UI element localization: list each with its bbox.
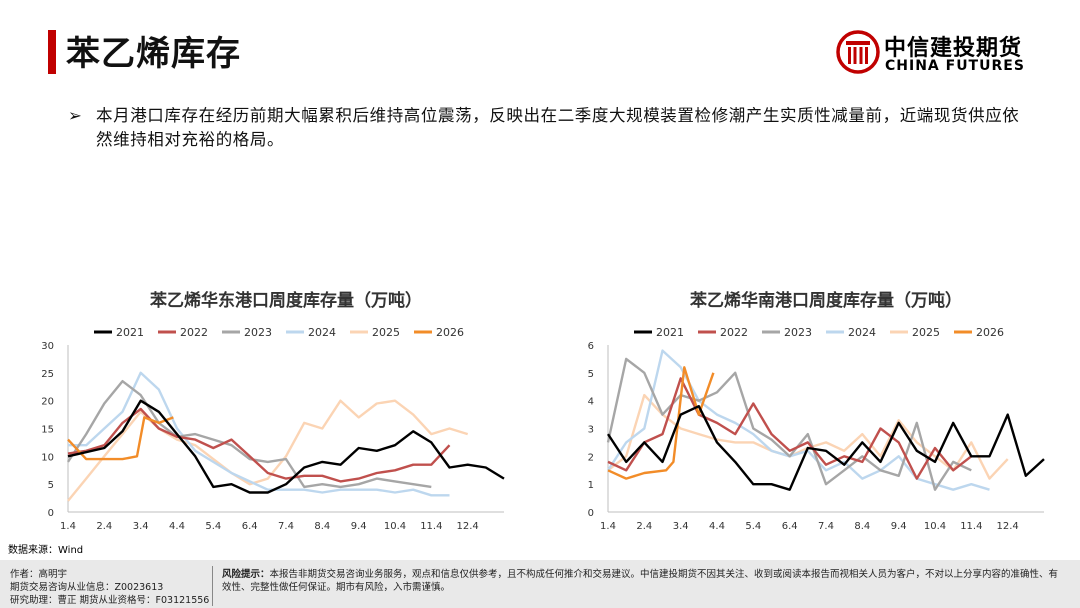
east-china-chart-svg: 苯乙烯华东港口周度库存量（万吨）2021 2022 2023 2024 2025 2026… bbox=[41, 290, 505, 532]
south-y-tick-1: 1 bbox=[588, 480, 594, 491]
east-x-tick-12.4: 12.4 bbox=[457, 521, 479, 532]
south-y-tick-3: 3 bbox=[588, 425, 594, 436]
footer-divider bbox=[212, 566, 213, 606]
south-x-tick-5.4: 5.4 bbox=[745, 521, 761, 532]
page-title: 苯乙烯库存 bbox=[66, 34, 241, 74]
east-y-tick-0: 0 bbox=[48, 508, 54, 519]
east-x-tick-6.4: 6.4 bbox=[242, 521, 258, 532]
east-x-tick-2.4: 2.4 bbox=[96, 521, 112, 532]
east-x-tick-3.4: 3.4 bbox=[133, 521, 149, 532]
east-x-tick-4.4: 4.4 bbox=[169, 521, 185, 532]
south-series-line-2021 bbox=[606, 404, 1045, 491]
south-x-tick-11.4: 11.4 bbox=[960, 521, 982, 532]
south-x-tick-2.4: 2.4 bbox=[636, 521, 652, 532]
south-x-tick-7.4: 7.4 bbox=[818, 521, 834, 532]
footer: 作者：高明宇 期货交易咨询从业信息：Z0023613 研究助理：曹正 期货从业资… bbox=[0, 560, 1080, 608]
south-x-tick-6.4: 6.4 bbox=[782, 521, 798, 532]
east-x-tick-11.4: 11.4 bbox=[420, 521, 442, 532]
author-cert: 期货交易咨询从业信息：Z0023613 bbox=[10, 582, 164, 593]
south-x-tick-8.4: 8.4 bbox=[854, 521, 870, 532]
south-chart-title: 苯乙烯华南港口周度库存量（万吨） bbox=[689, 290, 962, 311]
author-info: 作者：高明宇 期货交易咨询从业信息：Z0023613 研究助理：曹正 期货从业资… bbox=[10, 568, 209, 607]
summary-bullet: ➢ 本月港口库存在经历前期大幅累积后维持高位震荡，反映出在二季度大规模装置检修潮… bbox=[68, 104, 1028, 152]
south-legend-label-2026: 2026 bbox=[976, 326, 1004, 339]
east-y-tick-30: 30 bbox=[41, 341, 54, 352]
south-y-tick-0: 0 bbox=[588, 508, 594, 519]
east-series-line-2023 bbox=[66, 379, 432, 489]
east-x-tick-5.4: 5.4 bbox=[205, 521, 221, 532]
data-source: 数据来源：Wind bbox=[8, 545, 84, 556]
logo: 中信建投期货 CHINA FUTURES bbox=[836, 28, 1036, 78]
east-legend-label-2024: 2024 bbox=[308, 326, 336, 339]
south-legend-label-2025: 2025 bbox=[912, 326, 940, 339]
south-legend-label-2023: 2023 bbox=[784, 326, 812, 339]
south-x-tick-9.4: 9.4 bbox=[891, 521, 907, 532]
south-china-inventory-chart: 苯乙烯华南港口周度库存量（万吨） 2021 2022 2023 2024 2025 2026… bbox=[540, 282, 1060, 542]
author-name: 作者：高明宇 bbox=[10, 569, 68, 580]
east-x-tick-1.4: 1.4 bbox=[60, 521, 76, 532]
south-x-tick-3.4: 3.4 bbox=[673, 521, 689, 532]
east-x-tick-9.4: 9.4 bbox=[351, 521, 367, 532]
citic-logo-icon bbox=[836, 30, 880, 74]
logo-en-text: CHINA FUTURES bbox=[885, 58, 1025, 74]
east-chart-title: 苯乙烯华东港口周度库存量（万吨） bbox=[149, 290, 422, 311]
east-x-tick-7.4: 7.4 bbox=[278, 521, 294, 532]
east-series-line-2026 bbox=[67, 416, 174, 461]
bullet-arrow-icon: ➢ bbox=[68, 106, 82, 125]
south-x-tick-10.4: 10.4 bbox=[924, 521, 946, 532]
south-x-tick-4.4: 4.4 bbox=[709, 521, 725, 532]
east-series-line-2024 bbox=[68, 371, 450, 497]
south-series-line-2022 bbox=[607, 377, 973, 480]
title-accent-bar bbox=[48, 30, 56, 74]
south-legend-label-2021: 2021 bbox=[656, 326, 684, 339]
summary-text: 本月港口库存在经历前期大幅累积后维持高位震荡，反映出在二季度大规模装置检修潮产生… bbox=[96, 106, 1020, 149]
east-y-tick-10: 10 bbox=[41, 452, 54, 463]
south-china-chart-svg: 苯乙烯华南港口周度库存量（万吨） 2021 2022 2023 2024 2025 2026… bbox=[588, 290, 1045, 532]
east-legend-label-2021: 2021 bbox=[116, 326, 144, 339]
east-legend-label-2023: 2023 bbox=[244, 326, 272, 339]
south-y-tick-6: 6 bbox=[588, 341, 594, 352]
east-china-inventory-chart: 苯乙烯华东港口周度库存量（万吨） 2021 2022 2023 2024 2025 2026… bbox=[0, 282, 520, 542]
east-y-tick-25: 25 bbox=[41, 369, 54, 380]
east-y-tick-15: 15 bbox=[41, 425, 54, 436]
east-series-line-2021 bbox=[67, 399, 505, 494]
south-y-tick-4: 4 bbox=[588, 397, 594, 408]
east-legend-label-2022: 2022 bbox=[180, 326, 208, 339]
east-x-tick-10.4: 10.4 bbox=[384, 521, 406, 532]
south-x-tick-12.4: 12.4 bbox=[997, 521, 1019, 532]
east-legend-label-2026: 2026 bbox=[436, 326, 464, 339]
risk-label: 风险提示： bbox=[222, 569, 270, 580]
east-legend-label-2025: 2025 bbox=[372, 326, 400, 339]
east-x-tick-8.4: 8.4 bbox=[314, 521, 330, 532]
risk-notice: 风险提示：本报告非期货交易咨询业务服务，观点和信息仅供参考，且不构成任何推介和交… bbox=[222, 568, 1062, 594]
risk-text: 本报告非期货交易咨询业务服务，观点和信息仅供参考，且不构成任何推介和交易建议。中… bbox=[222, 569, 1059, 593]
south-series-line-2026 bbox=[607, 366, 715, 480]
south-legend-label-2022: 2022 bbox=[720, 326, 748, 339]
south-legend-label-2024: 2024 bbox=[848, 326, 876, 339]
south-series-line-2024 bbox=[606, 349, 990, 491]
south-y-tick-5: 5 bbox=[588, 369, 594, 380]
east-y-tick-5: 5 bbox=[48, 480, 54, 491]
east-series-line-2025 bbox=[67, 399, 469, 502]
east-y-tick-20: 20 bbox=[41, 397, 54, 408]
south-y-tick-2: 2 bbox=[588, 452, 594, 463]
south-x-tick-1.4: 1.4 bbox=[600, 521, 616, 532]
assistant-info: 研究助理：曹正 期货从业资格号：F03121556 bbox=[10, 595, 210, 606]
logo-cn-text: 中信建投期货 bbox=[884, 36, 1023, 61]
